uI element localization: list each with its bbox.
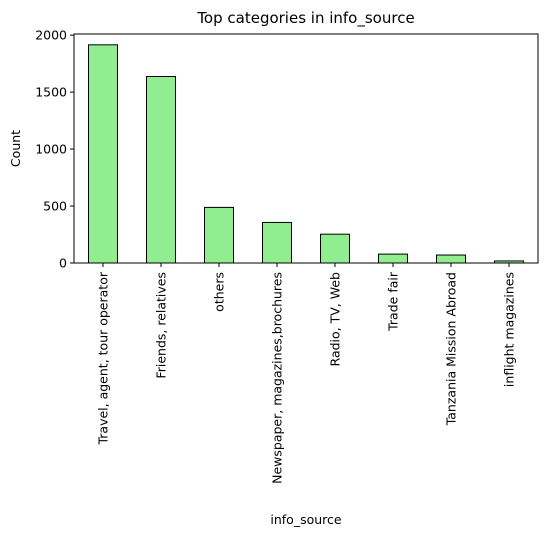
x-axis: Travel, agent, tour operator Friends, rel… [96, 263, 517, 484]
x-tick-label-5: Trade fair [386, 271, 401, 332]
x-tick-label-4: Radio, TV, Web [328, 272, 343, 367]
bar-4 [320, 233, 350, 264]
bar-3 [262, 221, 292, 264]
x-tick-label-3: Newspaper, magazines,brochures [270, 272, 285, 484]
bars-group [88, 44, 524, 264]
y-axis-label: Count [8, 130, 23, 167]
y-tick-label-3: 1500 [35, 85, 67, 100]
bar-0 [88, 44, 118, 264]
x-tick-label-2: others [212, 272, 227, 312]
bar-1 [146, 76, 176, 264]
y-tick-label-0: 0 [59, 256, 67, 271]
x-axis-label: info_source [270, 512, 342, 527]
bar-6 [436, 254, 466, 264]
y-axis: 0 500 1000 1500 2000 [35, 28, 74, 271]
y-tick-label-2: 1000 [35, 142, 67, 157]
x-tick-label-1: Friends, relatives [154, 272, 169, 379]
y-tick-label-4: 2000 [35, 28, 67, 43]
x-tick-label-0: Travel, agent, tour operator [96, 271, 111, 445]
x-tick-label-7: inflight magazines [502, 272, 517, 387]
plot-frame [73, 33, 539, 264]
y-tick-label-1: 500 [43, 199, 67, 214]
bar-5 [378, 253, 408, 264]
chart-title: Top categories in info_source [196, 9, 414, 28]
x-tick-label-6: Tanzania Mission Abroad [444, 272, 459, 426]
bar-2 [204, 206, 234, 264]
